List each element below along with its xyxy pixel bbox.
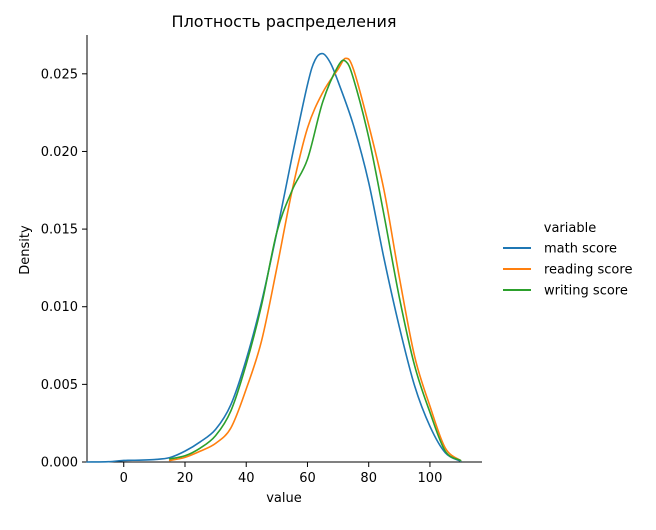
x-tick-label: 100 <box>418 471 443 486</box>
legend-title: variable <box>544 221 596 236</box>
series-line-writing-score <box>168 59 462 462</box>
series-line-math-score <box>86 52 462 463</box>
y-tick-label: 0.025 <box>41 67 78 82</box>
x-tick-label: 20 <box>177 471 194 486</box>
y-tick-label: 0.015 <box>41 223 78 238</box>
y-ticks: 0.000 0.005 0.010 0.015 0.020 0.025 <box>41 67 87 471</box>
y-tick-label: 0.010 <box>41 300 78 315</box>
y-tick-label: 0.000 <box>41 456 78 471</box>
plot-lines <box>86 52 462 463</box>
x-ticks: 0 20 40 60 80 100 <box>120 462 443 486</box>
legend-label-math-score: math score <box>544 242 617 257</box>
y-axis-label: Density <box>18 225 33 275</box>
series-line-reading-score <box>168 57 462 462</box>
x-tick-label: 40 <box>238 471 255 486</box>
legend-label-reading-score: reading score <box>544 263 632 278</box>
y-tick-label: 0.020 <box>41 145 78 160</box>
x-tick-label: 60 <box>299 471 316 486</box>
y-tick-label: 0.005 <box>41 378 78 393</box>
legend-label-writing-score: writing score <box>544 284 628 299</box>
axes <box>86 35 482 463</box>
chart-title: Плотность распределения <box>172 12 397 31</box>
x-tick-label: 80 <box>360 471 377 486</box>
legend: variable math score reading score writing … <box>503 221 632 299</box>
x-axis-label: value <box>266 491 302 506</box>
x-tick-label: 0 <box>120 471 128 486</box>
